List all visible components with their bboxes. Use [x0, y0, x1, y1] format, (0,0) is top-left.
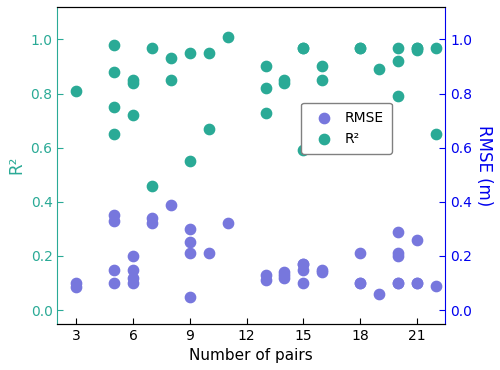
RMSE [110, 218, 118, 224]
R² [167, 56, 175, 61]
RMSE [432, 283, 440, 289]
R² [110, 131, 118, 137]
R² [224, 34, 232, 40]
R² [318, 64, 326, 70]
R² [205, 50, 213, 56]
RMSE [186, 239, 194, 245]
RMSE [224, 221, 232, 226]
RMSE [148, 221, 156, 226]
R² [262, 110, 270, 115]
RMSE [356, 280, 364, 286]
R² [167, 77, 175, 83]
RMSE [394, 229, 402, 235]
RMSE [413, 280, 421, 286]
R² [394, 45, 402, 51]
R² [72, 88, 80, 94]
R² [432, 131, 440, 137]
Y-axis label: R²: R² [7, 156, 25, 175]
R² [262, 64, 270, 70]
R² [280, 80, 288, 86]
R² [356, 45, 364, 51]
R² [186, 50, 194, 56]
RMSE [110, 280, 118, 286]
RMSE [129, 280, 137, 286]
R² [318, 77, 326, 83]
RMSE [300, 266, 308, 272]
RMSE [148, 215, 156, 221]
R² [110, 104, 118, 110]
RMSE [129, 275, 137, 280]
RMSE [280, 269, 288, 275]
RMSE [262, 272, 270, 278]
R² [413, 45, 421, 51]
RMSE [280, 272, 288, 278]
RMSE [318, 266, 326, 272]
R² [262, 85, 270, 91]
R² [129, 77, 137, 83]
RMSE [356, 250, 364, 256]
RMSE [300, 261, 308, 267]
R² [148, 183, 156, 189]
R² [300, 147, 308, 153]
R² [148, 45, 156, 51]
R² [375, 66, 383, 72]
R² [205, 126, 213, 132]
RMSE [280, 275, 288, 280]
RMSE [186, 250, 194, 256]
R² [432, 45, 440, 51]
R² [129, 112, 137, 118]
RMSE [394, 280, 402, 286]
RMSE [186, 226, 194, 232]
RMSE [205, 250, 213, 256]
RMSE [413, 280, 421, 286]
RMSE [394, 280, 402, 286]
RMSE [262, 278, 270, 283]
RMSE [186, 294, 194, 300]
RMSE [394, 250, 402, 256]
R² [300, 45, 308, 51]
RMSE [167, 202, 175, 208]
RMSE [300, 280, 308, 286]
RMSE [375, 291, 383, 297]
R² [394, 58, 402, 64]
RMSE [356, 280, 364, 286]
R² [300, 45, 308, 51]
R² [413, 47, 421, 53]
RMSE [129, 266, 137, 272]
X-axis label: Number of pairs: Number of pairs [190, 348, 313, 363]
RMSE [318, 269, 326, 275]
RMSE [110, 212, 118, 218]
R² [129, 80, 137, 86]
RMSE [110, 266, 118, 272]
R² [394, 93, 402, 99]
R² [280, 77, 288, 83]
RMSE [413, 237, 421, 243]
Legend: RMSE, R²: RMSE, R² [302, 102, 392, 154]
RMSE [300, 261, 308, 267]
R² [110, 69, 118, 75]
RMSE [129, 253, 137, 259]
RMSE [72, 280, 80, 286]
R² [186, 158, 194, 164]
R² [356, 45, 364, 51]
RMSE [394, 253, 402, 259]
R² [110, 42, 118, 48]
Y-axis label: RMSE (m): RMSE (m) [475, 125, 493, 206]
RMSE [72, 284, 80, 290]
R² [413, 45, 421, 51]
